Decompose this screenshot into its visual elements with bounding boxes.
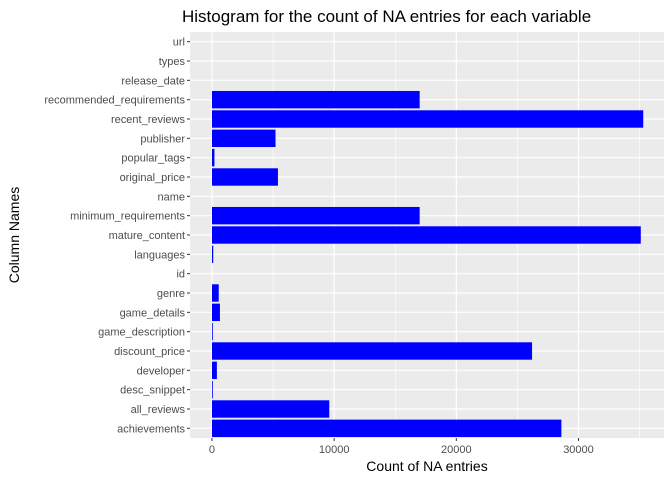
bar-recent-reviews — [211, 110, 644, 128]
x-tick-label: 0 — [209, 444, 215, 456]
y-tick-label: publisher — [140, 133, 185, 145]
y-tick-label: desc_snippet — [120, 385, 185, 397]
bar-all-reviews — [211, 400, 330, 418]
x-tick-label: 30000 — [563, 444, 594, 456]
bar-desc-snippet — [211, 380, 213, 399]
bar-game-description — [211, 322, 213, 341]
y-tick-label: languages — [134, 249, 185, 261]
y-tick-label: developer — [137, 365, 186, 377]
bar-achievements — [211, 419, 562, 438]
chart-title: Histogram for the count of NA entries fo… — [182, 7, 591, 26]
bar-languages — [211, 245, 214, 264]
y-tick-label: recent_reviews — [111, 114, 185, 126]
y-tick-label: mature_content — [109, 230, 185, 242]
x-axis-title: Count of NA entries — [366, 458, 487, 474]
y-tick-label: minimum_requirements — [70, 211, 185, 223]
x-tick-label: 20000 — [441, 444, 472, 456]
bar-genre — [211, 284, 219, 302]
x-tick-label: 10000 — [319, 444, 350, 456]
y-tick-label: discount_price — [114, 346, 185, 358]
y-tick-label: original_price — [120, 172, 185, 184]
grid-lines — [190, 32, 664, 438]
y-tick-label: game_description — [98, 327, 185, 339]
bar-discount-price — [211, 342, 533, 360]
bar-mature-content — [211, 226, 641, 244]
bar-original-price — [211, 168, 278, 186]
y-tick-label: types — [159, 56, 186, 68]
y-tick-labels: url types release_date recommended_requirem… — [44, 37, 190, 435]
bars — [211, 90, 644, 438]
y-tick-label: all_reviews — [131, 404, 186, 416]
y-tick-label: name — [157, 191, 185, 203]
y-tick-label: url — [173, 37, 185, 49]
bar-publisher — [211, 129, 276, 148]
bar-popular-tags — [211, 148, 215, 167]
x-tick-labels: 0 10000 20000 30000 — [209, 438, 594, 456]
y-tick-label: achievements — [117, 423, 185, 435]
y-tick-label: game_details — [120, 307, 186, 319]
y-tick-label: genre — [157, 288, 185, 300]
y-tick-label: popular_tags — [121, 153, 185, 165]
y-tick-label: recommended_requirements — [44, 95, 185, 107]
bar-minimum-requirements — [211, 206, 420, 225]
bar-developer — [211, 361, 217, 380]
y-tick-label: id — [176, 269, 185, 281]
y-axis-title: Column Names — [6, 187, 22, 283]
bar-game-details — [211, 303, 220, 322]
bar-recommended-requirements — [211, 90, 420, 109]
y-tick-label: release_date — [121, 75, 185, 87]
